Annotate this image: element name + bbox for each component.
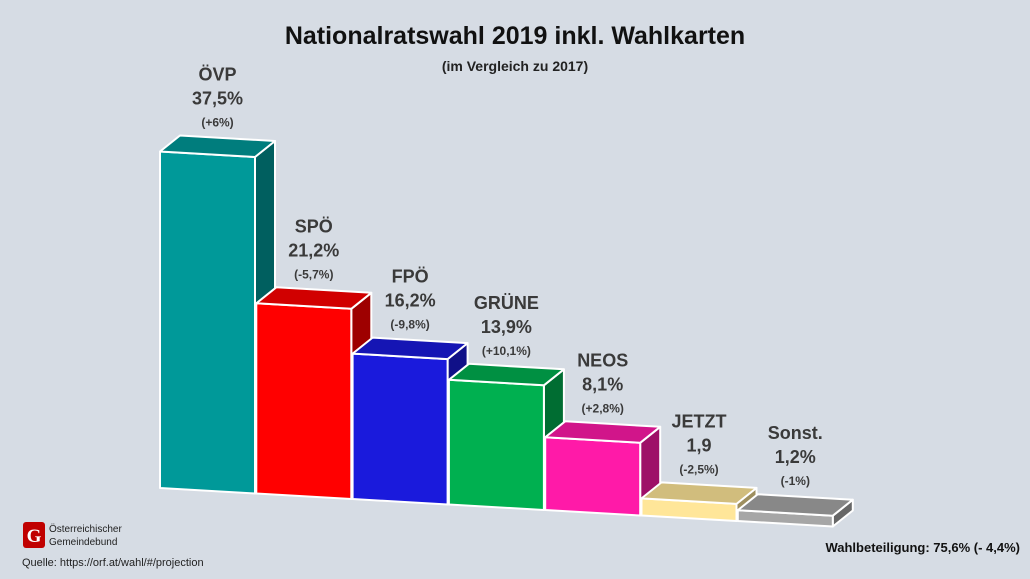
bar-change-label: (+2,8%): [582, 401, 624, 415]
bar-category-label: JETZT: [671, 411, 726, 431]
bar-value-label: 37,5%: [192, 88, 243, 108]
bar-front: [255, 302, 353, 500]
bar-top: [640, 481, 758, 505]
bar-change-label: (-1%): [781, 474, 810, 488]
bar-top: [447, 362, 565, 387]
bar-category-label: Sonst.: [768, 423, 823, 443]
logo-mark-icon: G: [23, 522, 45, 548]
bar-category-label: NEOS: [577, 350, 628, 370]
turnout-label: Wahlbeteiligung: 75,6% (- 4,4%): [825, 540, 1020, 555]
bar-top: [255, 286, 373, 310]
bar-value-label: 1,9: [686, 435, 711, 455]
bar-top: [544, 420, 662, 444]
bar-value-label: 8,1%: [582, 374, 623, 394]
bar-front: [544, 436, 642, 517]
bar-value-label: 16,2%: [385, 291, 436, 311]
bar-top: [351, 336, 469, 361]
bar-1: SPÖ 21,2% (-5,7%): [255, 216, 373, 500]
bar-top: [736, 493, 854, 517]
bar-change-label: (-9,8%): [390, 318, 429, 332]
logo-line1: Österreichischer: [49, 524, 122, 535]
bar-5: JETZT 1,9 (-2,5%): [640, 411, 758, 522]
chart-title: Nationalratswahl 2019 inkl. Wahlkarten: [284, 22, 746, 50]
logo-letter: G: [27, 526, 42, 547]
bar-front: [447, 378, 545, 511]
logo-text: Österreichischer Gemeindebund: [49, 523, 122, 549]
chart-subtitle: (im Vergleich zu 2017): [441, 58, 589, 74]
bar-category-label: SPÖ: [295, 216, 333, 236]
bar-category-label: ÖVP: [198, 64, 236, 84]
bar-front: [159, 150, 256, 495]
bar-change-label: (+6%): [201, 115, 233, 129]
logo-line2: Gemeindebund: [49, 537, 118, 548]
gemeindebund-logo: G Österreichischer Gemeindebund: [22, 521, 127, 551]
bar-value-label: 21,2%: [288, 240, 339, 260]
bar-value-label: 1,2%: [775, 447, 816, 467]
bar-change-label: (-2,5%): [679, 462, 718, 476]
bar-category-label: FPÖ: [392, 267, 429, 287]
bar-change-label: (-5,7%): [294, 267, 333, 281]
source-link[interactable]: Quelle: https://orf.at/wahl/#/projection: [22, 557, 204, 569]
bar-category-label: GRÜNE: [474, 293, 539, 313]
bar-top: [159, 134, 276, 158]
bar-change-label: (+10,1%): [482, 344, 531, 358]
bar-0: ÖVP 37,5% (+6%): [159, 64, 276, 495]
bar-value-label: 13,9%: [481, 317, 532, 337]
bar-6: Sonst. 1,2% (-1%): [736, 423, 854, 528]
bar-4: NEOS 8,1% (+2,8%): [544, 350, 662, 517]
bar-front: [351, 352, 449, 506]
